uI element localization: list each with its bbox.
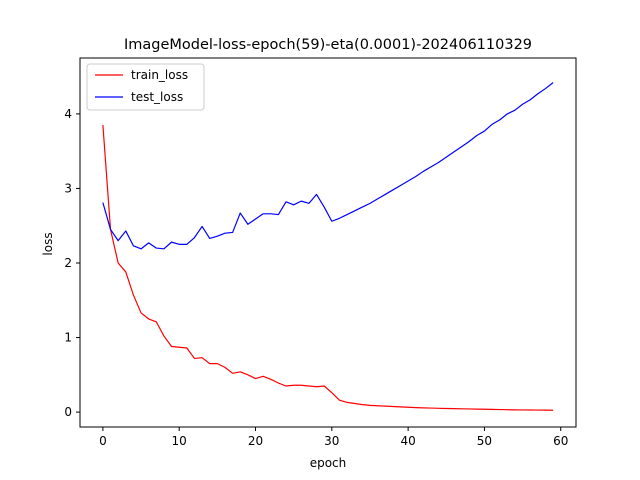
y-axis: 0 1 2 3 4 — [64, 107, 80, 419]
y-tick-label: 1 — [64, 331, 72, 345]
y-axis-label: loss — [41, 232, 55, 255]
x-tick-label: 60 — [553, 434, 568, 448]
x-tick-label: 10 — [172, 434, 187, 448]
series-line-train-loss — [102, 125, 554, 411]
x-axis-label: epoch — [310, 456, 347, 470]
legend-label-train-loss: train_loss — [131, 68, 188, 82]
series-line-test-loss — [102, 82, 554, 250]
x-tick-label: 50 — [477, 434, 492, 448]
x-tick-label: 40 — [400, 434, 415, 448]
chart-title: ImageModel-loss-epoch(59)-eta(0.0001)-20… — [124, 37, 532, 53]
x-tick-label: 0 — [99, 434, 107, 448]
legend-label-test-loss: test_loss — [131, 90, 183, 104]
plot-area — [79, 57, 577, 428]
y-tick-label: 0 — [64, 405, 72, 419]
x-tick-label: 20 — [248, 434, 263, 448]
y-tick-label: 3 — [64, 181, 72, 195]
plot-frame — [79, 57, 577, 428]
y-tick-label: 4 — [64, 107, 72, 121]
x-axis: 0 10 20 30 40 50 60 — [99, 427, 568, 448]
y-tick-label: 2 — [64, 256, 72, 270]
x-tick-label: 30 — [324, 434, 339, 448]
legend: train_loss test_loss — [86, 63, 205, 111]
